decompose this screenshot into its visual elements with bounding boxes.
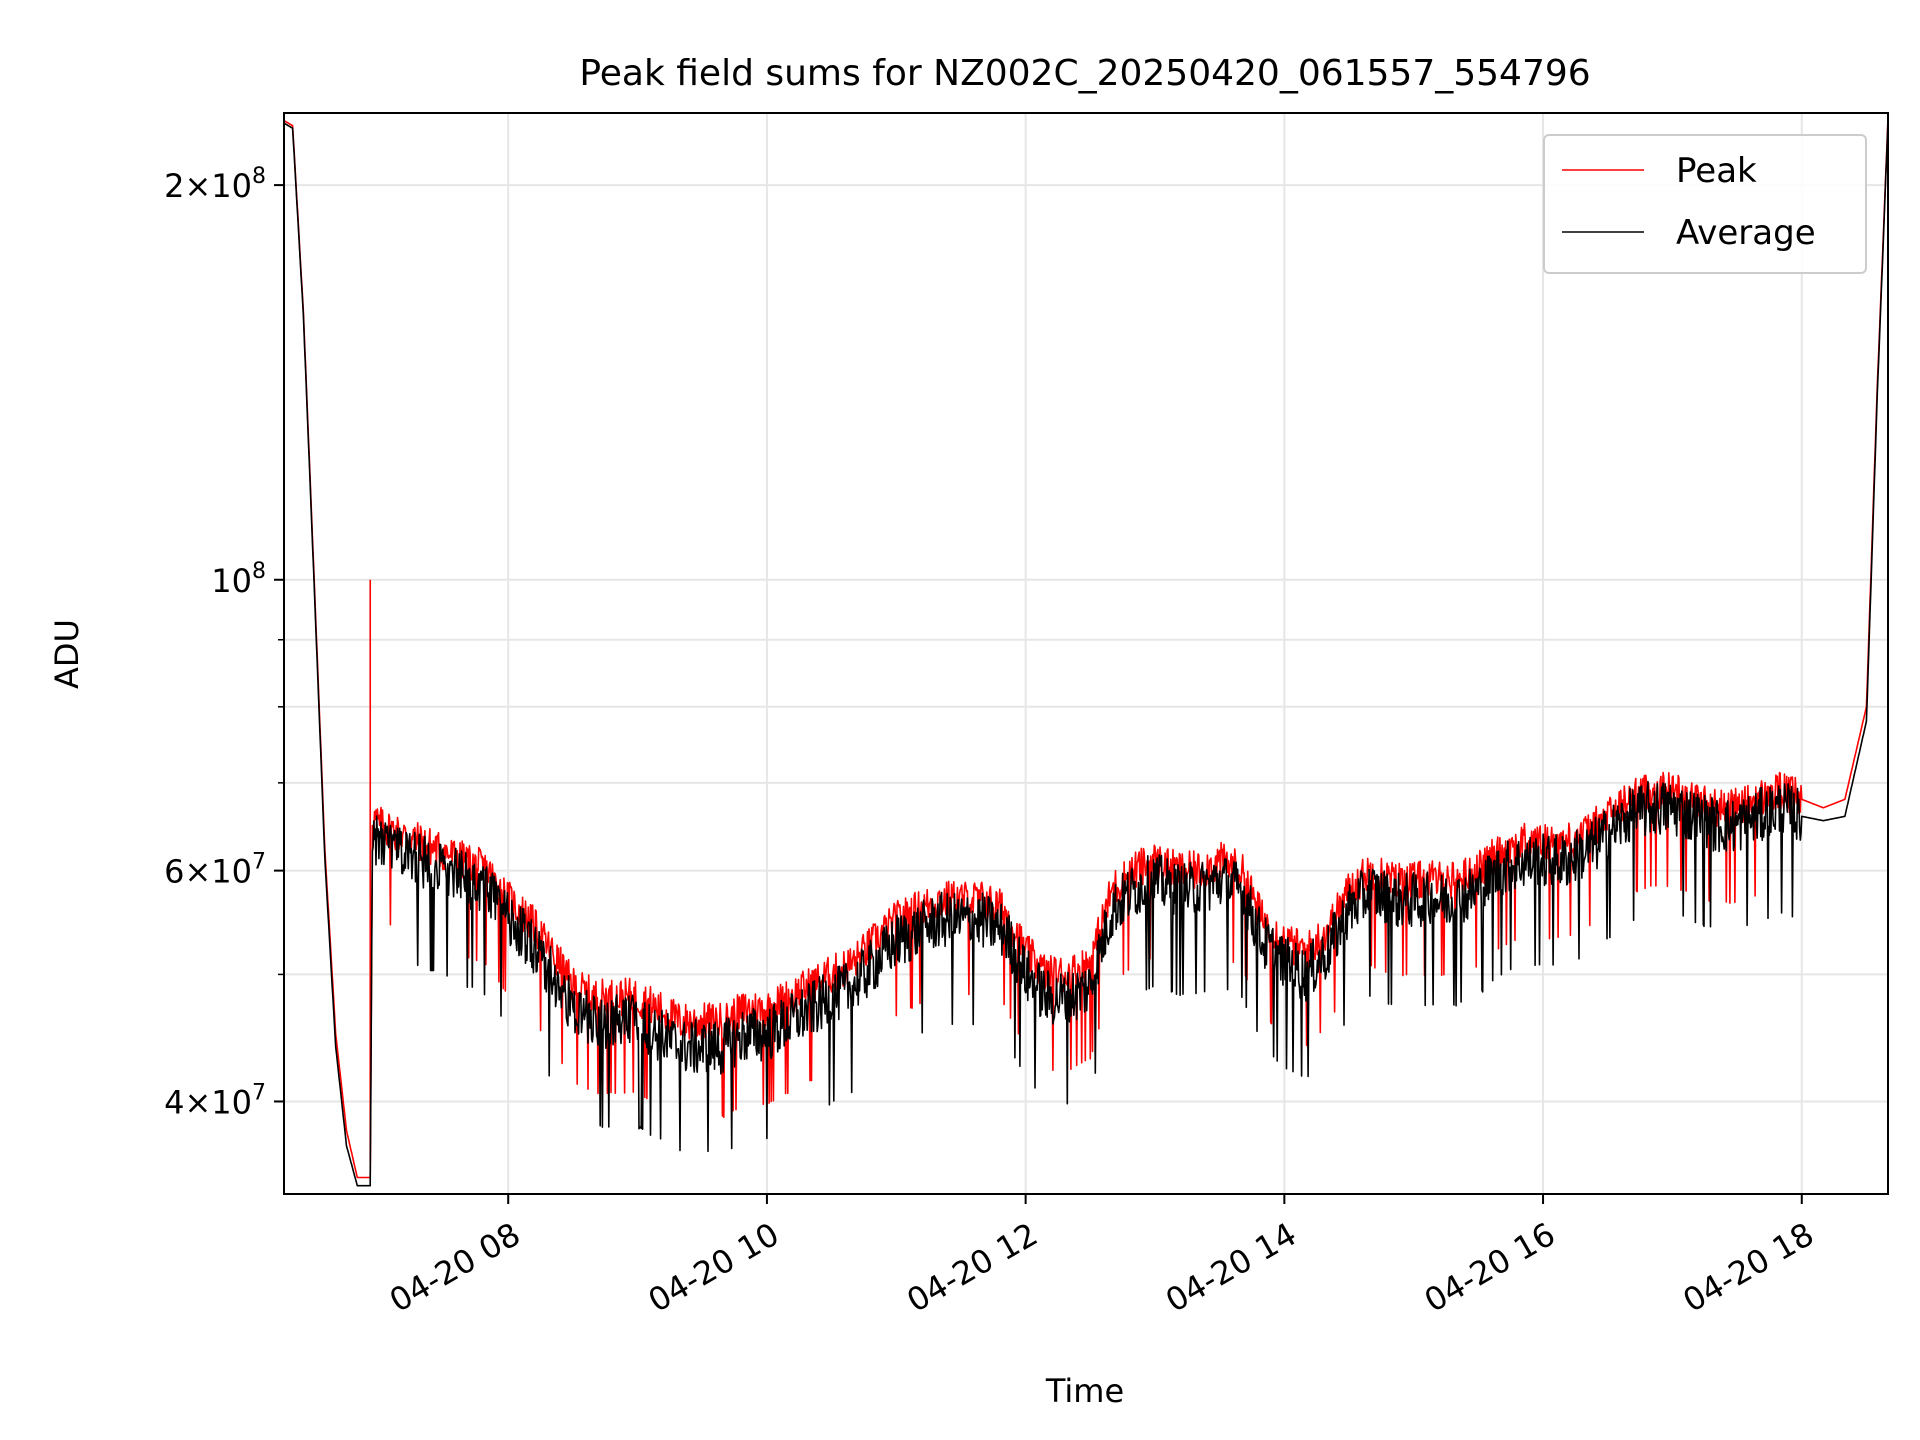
x-tick-label: 04-20 12 — [900, 1215, 1044, 1320]
y-tick-label-exponent: 7 — [252, 1080, 266, 1105]
x-tick-label: 04-20 16 — [1418, 1215, 1562, 1320]
legend-label-average: Average — [1676, 213, 1816, 253]
y-tick-label: 6×107 — [164, 850, 266, 891]
chart-title: Peak field sums for NZ002C_20250420_0615… — [579, 53, 1590, 94]
y-tick-label-exponent: 7 — [252, 850, 266, 875]
legend-label-peak: Peak — [1676, 151, 1757, 191]
y-tick-label-exponent: 8 — [252, 559, 266, 584]
x-tick-label: 04-20 18 — [1677, 1215, 1821, 1320]
x-tick-label: 04-20 14 — [1159, 1215, 1303, 1320]
plot-frame — [283, 112, 1889, 1195]
y-tick-label-exponent: 8 — [252, 164, 266, 189]
y-axis-label: ADU — [48, 619, 86, 689]
series-line-peak — [283, 117, 1889, 1179]
series-layer — [283, 117, 1889, 1187]
series-line-average — [283, 120, 1889, 1187]
legend: Peak Average — [1543, 134, 1867, 274]
y-tick-label: 2×108 — [164, 164, 266, 205]
x-axis: 04-20 08 04-20 10 04-20 12 04-20 14 04-20 16… — [383, 1194, 1820, 1320]
x-axis-label: Time — [1045, 1372, 1124, 1410]
y-tick-label-base: 6×10 — [164, 853, 252, 891]
y-tick-label-base: 4×10 — [164, 1083, 252, 1121]
y-tick-label: 4×107 — [164, 1080, 266, 1121]
y-tick-label-base: 10 — [211, 562, 252, 600]
x-tick-label: 04-20 10 — [642, 1215, 786, 1320]
y-tick-label-base: 2×10 — [164, 167, 252, 205]
y-tick-label: 108 — [211, 559, 266, 600]
x-tick-label: 04-20 08 — [383, 1215, 527, 1320]
